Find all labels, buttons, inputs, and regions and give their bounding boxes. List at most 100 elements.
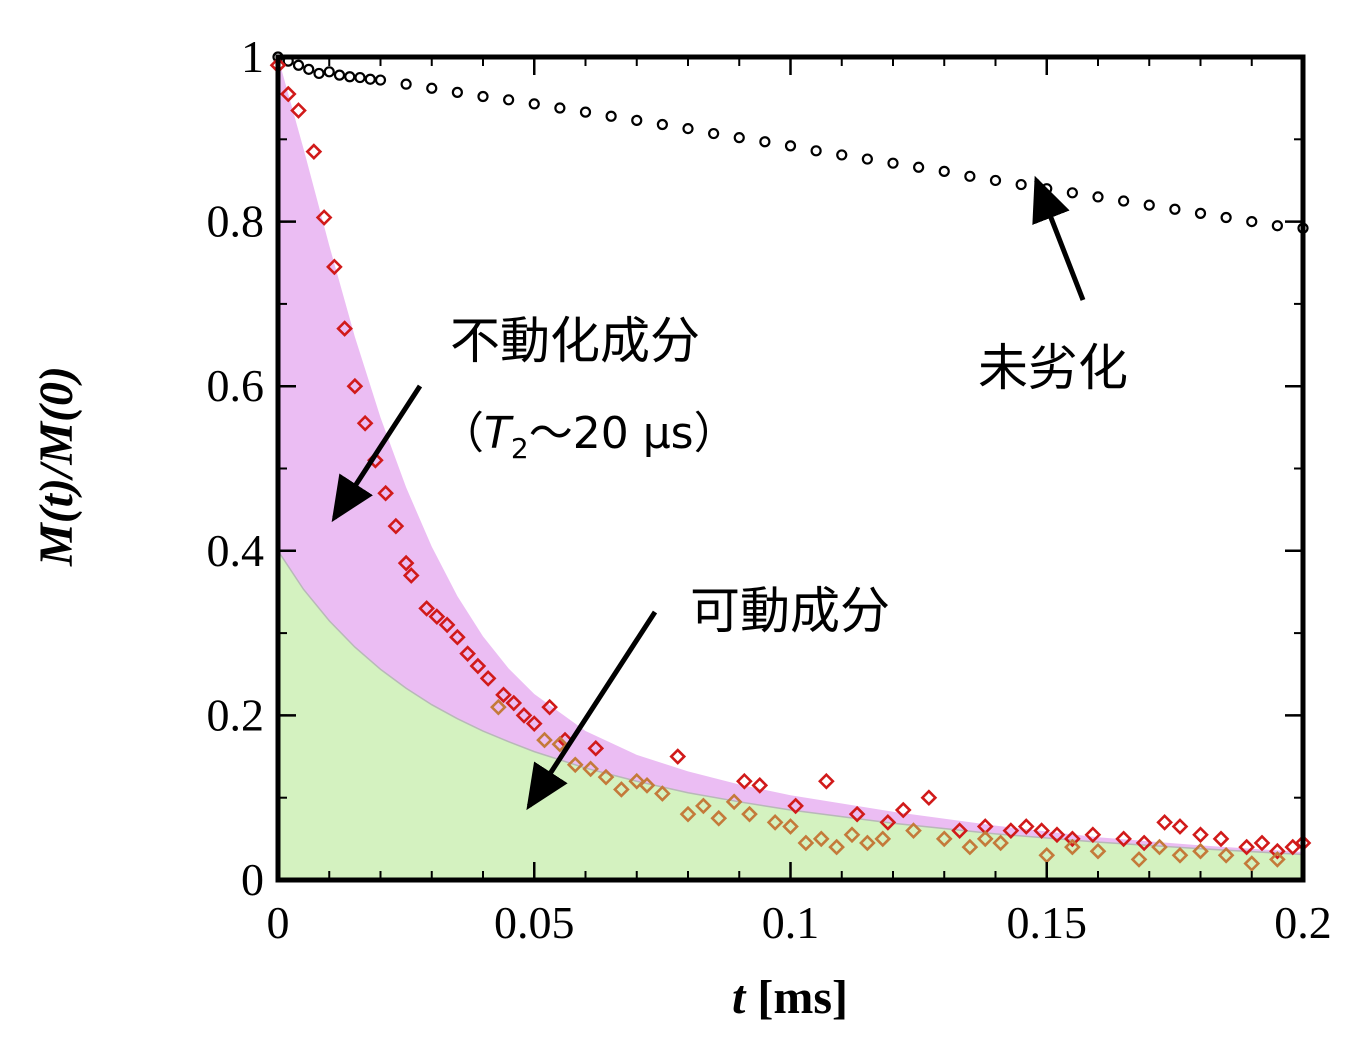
data-point [1038,846,1056,864]
data-point [1192,842,1209,860]
data-point [1269,851,1286,868]
data-point [733,132,745,144]
data-point [449,628,466,646]
data-point [836,149,848,161]
data-point [1017,818,1035,835]
data-point [597,768,615,786]
data-point [279,85,297,103]
data-point [528,98,540,110]
x-tick-label: 0.2 [1274,897,1332,948]
data-point [656,118,668,131]
data-point [710,809,728,827]
data-point [725,793,743,811]
data-point [292,59,305,71]
data-point [989,174,1002,187]
data-point [766,814,784,831]
data-point [326,258,343,276]
data-point [1171,846,1189,864]
data-point [905,822,922,839]
data-point [628,772,646,790]
data-point [479,670,497,687]
data-point [477,90,489,103]
data-point [1220,211,1232,224]
x-tick-label: 0.15 [1007,897,1088,948]
x-axis-title: t [ms] [732,971,848,1024]
data-point [323,66,335,78]
data-point [1115,830,1132,848]
data-point [654,785,671,802]
data-point [1118,195,1130,207]
data-point [1192,826,1209,844]
data-point [1171,818,1189,835]
data-point [879,814,897,831]
y-axis-title: M(t)/M(0) [30,366,83,567]
data-point [469,657,487,675]
data-point [438,616,456,634]
y-tick-label: 0.4 [207,525,265,576]
data-point [1143,199,1155,211]
data-point [515,707,533,724]
data-point [964,170,976,182]
data-point [613,781,630,798]
data-point [1156,814,1173,831]
data-point [346,377,364,395]
y-tick-label: 0 [241,854,264,905]
data-point [1064,838,1081,856]
data-point [1048,826,1066,844]
data-point [402,567,420,584]
data-point [961,838,979,856]
data-point [787,797,804,815]
data-point [426,82,438,94]
data-point [828,838,845,856]
data-point [1092,191,1104,203]
data-point [459,645,476,663]
x-tick-label: 0.05 [494,897,575,948]
data-point [938,165,950,177]
data-point [784,140,797,152]
data-point [843,826,861,844]
data-point [1002,822,1020,839]
data-point [751,777,769,794]
data-point [400,78,412,90]
data-point [797,834,815,852]
data-point [1084,826,1102,844]
data-point [1243,855,1261,872]
data-point [290,102,307,119]
annotation-immobile-line1: 不動化成分 [450,312,700,370]
data-point [1253,834,1271,852]
data-point [861,153,873,165]
data-point [490,698,507,716]
data-point [1064,830,1081,848]
y-tick-label: 0.2 [207,689,265,740]
data-point-layer [269,51,1312,872]
data-point [1169,203,1181,215]
data-point [736,772,753,790]
data-point [759,136,771,148]
y-tick-label: 0.6 [207,360,265,411]
data-point [1194,207,1207,219]
data-point [1238,838,1255,856]
area-layer [277,57,1304,880]
data-point [374,74,387,86]
data-point [1089,842,1107,860]
data-point [313,67,325,80]
data-point [554,102,566,114]
annotation-immobile-arrow [331,384,423,523]
data-point [951,822,968,839]
data-point [551,735,569,753]
annotation-mobile-arrow [526,610,658,811]
data-point [333,69,346,81]
data-point [679,805,697,823]
data-point [536,731,553,749]
data-point [638,777,656,794]
data-point [810,145,822,157]
data-point [364,73,376,85]
x-tick-label: 0.1 [762,897,820,948]
y-tick-label: 1 [241,31,264,82]
tick-layer: 0 0.05 0.1 0.15 0.2 0 0.2 0.4 0.6 0.8 1 [207,31,1332,948]
data-point [541,698,558,716]
data-point [1033,822,1050,839]
data-point [682,123,694,135]
data-point [397,554,415,572]
data-point [344,71,356,83]
